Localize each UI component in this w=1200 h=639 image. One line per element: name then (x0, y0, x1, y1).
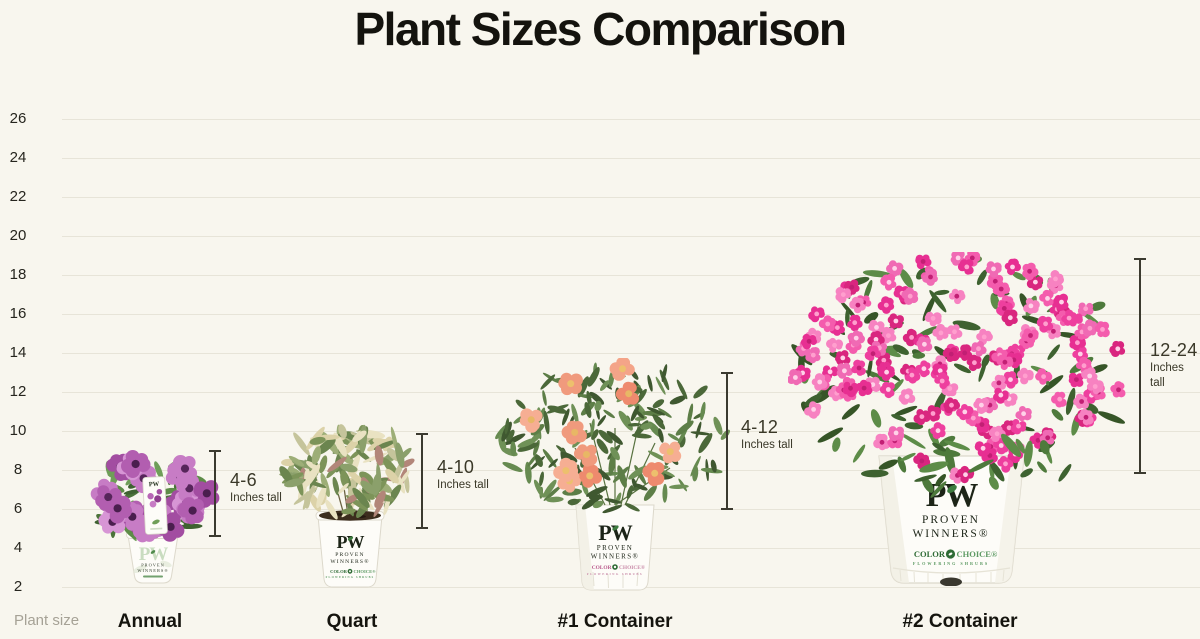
y-tick-label: 20 (9, 227, 27, 244)
measure-label-container1: 4-12 Inches tall (741, 417, 793, 453)
pot-text-winners: WINNERS® (912, 528, 989, 540)
y-tick-label: 2 (13, 578, 23, 595)
pot-text-winners: WINNERS® (137, 568, 168, 573)
category-label-container2: #2 Container (902, 611, 1018, 632)
svg-text:CHOICE®: CHOICE® (957, 549, 998, 559)
pot-text-proven: PROVEN (597, 544, 633, 552)
container1-foliage (495, 362, 730, 514)
quart-plant-image: PW PROVEN WINNERS® COLOR CHOICE® FLOWERI… (279, 424, 415, 588)
annual-plant-tag: PW (142, 476, 168, 535)
measure-bracket-annual (209, 450, 221, 537)
container2-flowers (788, 252, 1126, 484)
svg-text:COLOR: COLOR (330, 569, 348, 574)
pot-text-winners: WINNERS® (330, 558, 369, 565)
gridline (62, 314, 1200, 315)
y-tick-label: 16 (9, 305, 27, 322)
pw-monogram-text: PW (139, 544, 169, 565)
gridline (62, 158, 1200, 159)
measure-bracket-quart (416, 433, 428, 529)
gridline (62, 197, 1200, 198)
annual-plant-image: PW PROVEN WINNERS® PW (90, 450, 220, 584)
quart-foliage (279, 424, 415, 520)
y-tick-label: 8 (13, 461, 23, 478)
pot-text-proven: PROVEN (141, 563, 165, 568)
svg-text:COLOR: COLOR (914, 549, 946, 559)
x-axis-title: Plant size (14, 612, 80, 629)
pw-monogram-text: PW (598, 520, 632, 545)
container2-plant-image: PW PROVEN WINNERS® COLOR CHOICE® FLOWERI… (788, 252, 1126, 586)
y-tick-label: 4 (13, 539, 23, 556)
y-tick-label: 12 (9, 383, 27, 400)
svg-text:FLOWERING SHRUBS: FLOWERING SHRUBS (913, 561, 989, 566)
height-unit: Inches tall (741, 439, 793, 451)
gridline (62, 275, 1200, 276)
y-tick-label: 22 (9, 188, 27, 205)
height-range: 4-6 (230, 470, 257, 490)
annual-pot: PW PROVEN WINNERS® (126, 530, 180, 584)
gridline (62, 470, 1200, 471)
category-label-container1: #1 Container (557, 611, 673, 632)
category-label-quart: Quart (326, 611, 378, 632)
container2-overhanging-leaves (860, 433, 1072, 498)
tag-monogram-text: PW (149, 481, 160, 489)
y-tick-label: 18 (9, 266, 27, 283)
svg-text:FLOWERING SHRUBS: FLOWERING SHRUBS (587, 572, 643, 576)
height-unit: Inches tall (1150, 362, 1184, 389)
height-unit: Inches tall (230, 492, 282, 504)
measure-bracket-container2 (1134, 258, 1146, 474)
height-range: 4-10 (437, 457, 475, 477)
quart-pot: PW PROVEN WINNERS® COLOR CHOICE® FLOWERI… (315, 510, 385, 588)
page-title: Plant Sizes Comparison (354, 3, 847, 55)
measure-label-quart: 4-10 Inches tall (437, 457, 489, 493)
gridline (62, 119, 1200, 120)
svg-text:CHOICE®: CHOICE® (354, 569, 377, 574)
svg-text:CHOICE®: CHOICE® (619, 564, 645, 571)
pot-text-proven: PROVEN (922, 514, 980, 526)
pw-monogram-text: PW (337, 532, 365, 552)
height-unit: Inches tall (437, 479, 489, 491)
container1-flowers (519, 358, 682, 493)
svg-text:FLOWERING SHRUBS: FLOWERING SHRUBS (326, 576, 375, 579)
container1-pot: PW PROVEN WINNERS® COLOR CHOICE® FLOWERI… (575, 504, 655, 591)
gridline (62, 431, 1200, 432)
measure-bracket-container1 (721, 372, 733, 510)
y-tick-label: 10 (9, 422, 27, 439)
measure-label-annual: 4-6 Inches tall (230, 470, 282, 506)
category-label-annual: Annual (117, 611, 183, 632)
pot-text-proven: PROVEN (335, 552, 365, 558)
container2-pot: PW PROVEN WINNERS® COLOR CHOICE® FLOWERI… (878, 455, 1025, 586)
y-tick-label: 14 (9, 344, 27, 361)
pot-text-winners: WINNERS® (591, 553, 639, 561)
color-choice-logo: COLOR CHOICE® FLOWERING SHRUBS (913, 549, 998, 566)
color-choice-logo: COLOR CHOICE® FLOWERING SHRUBS (587, 564, 645, 576)
gridline (62, 353, 1200, 354)
height-range: 12-24 (1150, 340, 1198, 360)
color-choice-logo: COLOR CHOICE® FLOWERING SHRUBS (326, 568, 377, 579)
container1-plant-image: PW PROVEN WINNERS® COLOR CHOICE® FLOWERI… (495, 358, 730, 591)
gridline (62, 236, 1200, 237)
y-tick-label: 26 (9, 110, 27, 127)
svg-text:COLOR: COLOR (592, 565, 612, 571)
measure-label-container2: 12-24 Inches tall (1150, 340, 1200, 391)
y-tick-label: 24 (9, 149, 27, 166)
y-tick-label: 6 (13, 500, 23, 517)
height-range: 4-12 (741, 417, 779, 437)
